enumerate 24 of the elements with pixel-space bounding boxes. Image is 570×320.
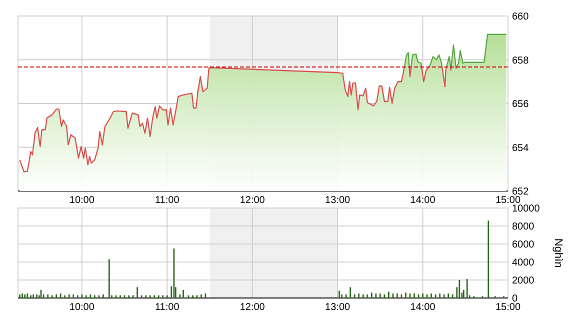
x-tick-label: 14:00 xyxy=(410,195,436,206)
x-tick-label: 15:00 xyxy=(495,302,521,313)
y-tick-label: 658 xyxy=(512,55,530,66)
y-tick-label: 8000 xyxy=(512,222,535,232)
x-tick-label: 13:00 xyxy=(325,302,351,313)
x-tick-label: 13:00 xyxy=(325,195,351,206)
x-tick-label: 10:00 xyxy=(69,302,95,313)
y-tick-label: 0 xyxy=(512,294,518,304)
y-tick-label: 2000 xyxy=(512,276,535,286)
y-tick-label: 10000 xyxy=(512,204,540,214)
x-tick-label: 10:00 xyxy=(69,195,95,206)
x-tick-label: 12:00 xyxy=(240,302,266,313)
y-tick-label: 4000 xyxy=(512,258,535,268)
y-tick-label: 660 xyxy=(512,12,530,22)
y-tick-label: 656 xyxy=(512,99,530,110)
x-tick-label: 11:00 xyxy=(154,302,180,313)
y-tick-label: 652 xyxy=(512,186,530,198)
x-tick-label: 15:00 xyxy=(495,195,521,206)
x-tick-label: 11:00 xyxy=(154,195,180,206)
y-tick-label: 654 xyxy=(512,142,530,154)
y-axis-title: Nghìn xyxy=(552,238,564,268)
x-tick-label: 12:00 xyxy=(240,195,266,206)
x-tick-label: 14:00 xyxy=(410,302,436,313)
y-tick-label: 6000 xyxy=(512,240,535,250)
